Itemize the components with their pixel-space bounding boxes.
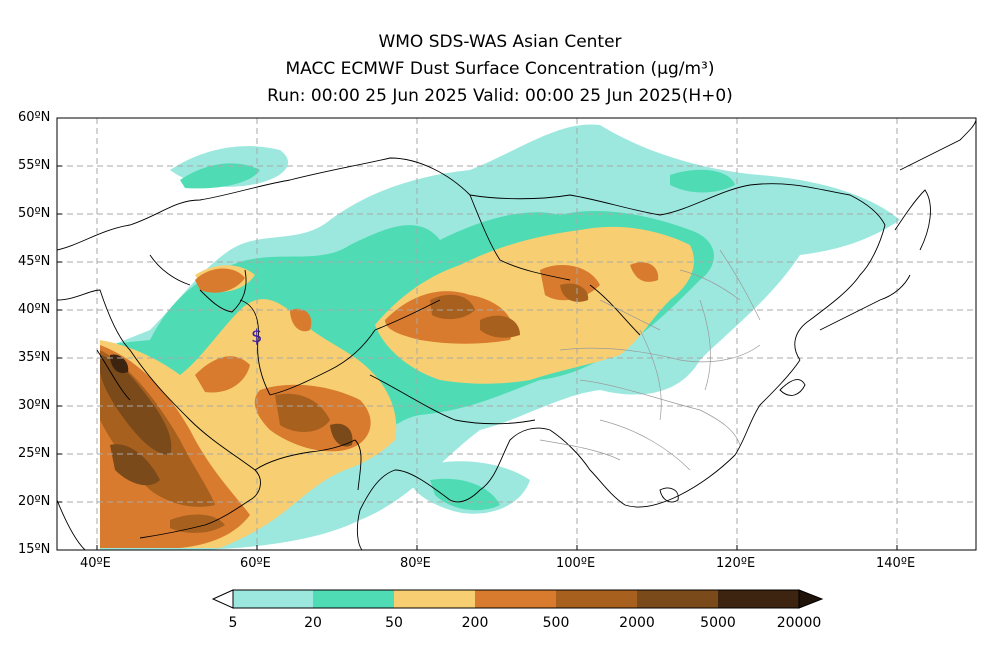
map-frame <box>56 117 977 551</box>
lat-label: 45ºN <box>18 254 51 269</box>
title-line-2: MACC ECMWF Dust Surface Concentration (μ… <box>285 59 715 79</box>
dust-level-5000-20000 <box>110 354 129 374</box>
lat-label: 30ºN <box>18 398 51 413</box>
colorbar-bin-5 <box>556 590 637 608</box>
colorbar-label: 200 <box>461 615 489 631</box>
lon-label: 100ºE <box>556 556 596 571</box>
station-marker: $ <box>251 326 262 347</box>
map-grid <box>57 118 976 550</box>
lon-label: 80ºE <box>400 556 431 571</box>
colorbar-label: 20 <box>304 615 322 631</box>
lat-label: 25ºN <box>18 446 51 461</box>
lon-label: 60ºE <box>240 556 271 571</box>
colorbar-bin-7 <box>718 590 799 608</box>
colorbar-label: 5000 <box>700 615 736 631</box>
colorbar-bin-6 <box>637 590 718 608</box>
colorbar-bin-2 <box>313 590 394 608</box>
colorbar-over-arrow <box>798 589 824 609</box>
axis-ticks <box>57 117 898 551</box>
colorbar-under-arrow <box>211 589 234 609</box>
lat-label: 55ºN <box>18 158 51 173</box>
lat-label: 50ºN <box>18 206 51 221</box>
country-borders <box>57 119 976 550</box>
lon-label: 140ºE <box>876 556 916 571</box>
lat-label: 35ºN <box>18 350 51 365</box>
colorbar-bin-3 <box>394 590 475 608</box>
colorbar-label: 5 <box>228 615 238 631</box>
colorbar-label: 500 <box>542 615 570 631</box>
title-line-1: WMO SDS-WAS Asian Center <box>378 32 622 52</box>
lat-label: 20ºN <box>18 494 51 509</box>
colorbar-label: 20000 <box>776 615 822 631</box>
colorbar-bin-1 <box>233 590 313 608</box>
colorbar-bin-4 <box>475 590 556 608</box>
lat-label: 60ºN <box>18 110 51 125</box>
colorbar <box>211 589 824 609</box>
lat-label: 40ºN <box>18 302 51 317</box>
colorbar-label: 50 <box>385 615 403 631</box>
dust-field <box>100 124 900 550</box>
title-line-3: Run: 00:00 25 Jun 2025 Valid: 00:00 25 J… <box>267 86 733 106</box>
lon-label: 40ºE <box>80 556 111 571</box>
lon-label: 120ºE <box>716 556 756 571</box>
china-province-borders <box>539 249 761 471</box>
lat-label: 15ºN <box>18 542 51 557</box>
colorbar-label: 2000 <box>619 615 655 631</box>
